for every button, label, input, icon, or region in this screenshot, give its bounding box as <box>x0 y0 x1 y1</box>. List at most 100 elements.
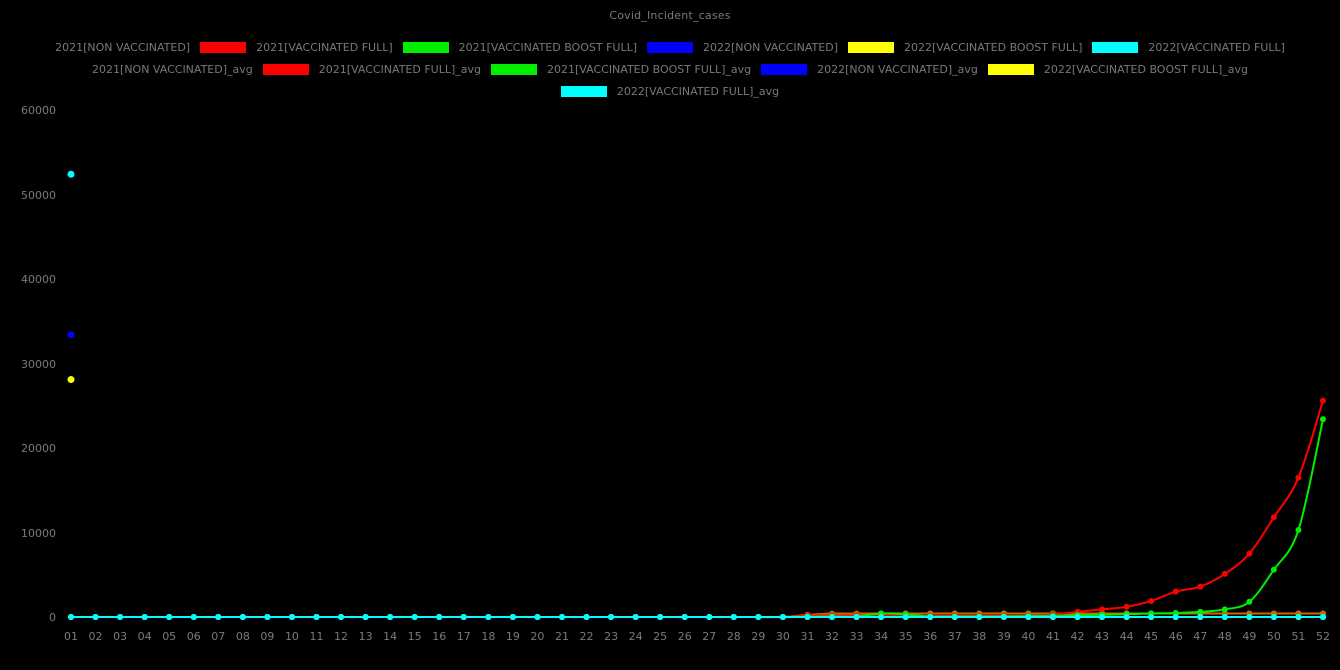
series-marker <box>68 614 74 620</box>
series-marker <box>1123 614 1130 620</box>
x-axis-tick-label: 50 <box>1266 630 1281 643</box>
data-series <box>68 610 1326 620</box>
legend-item-label: 2021[VACCINATED FULL]_avg <box>318 62 482 76</box>
x-axis-tick-label: 32 <box>825 630 840 643</box>
x-axis-tick-label: 41 <box>1045 630 1060 643</box>
series-marker <box>706 614 713 620</box>
y-axis-tick-label: 10000 <box>21 526 56 540</box>
legend-item[interactable]: 2021[VACCINATED FULL] <box>256 40 459 54</box>
series-marker <box>1246 614 1253 620</box>
series-marker <box>387 614 394 620</box>
series-marker <box>1099 614 1106 620</box>
y-axis-tick-label: 60000 <box>21 104 56 117</box>
series-line <box>70 418 1324 619</box>
series-marker <box>853 614 860 620</box>
series-marker <box>1221 606 1228 613</box>
x-axis-tick-label: 26 <box>677 630 692 643</box>
series-marker <box>681 614 688 620</box>
legend-color-swatch <box>647 41 693 53</box>
x-axis-tick-label: 05 <box>162 630 177 643</box>
data-series <box>68 610 1326 620</box>
series-marker <box>755 614 762 620</box>
x-axis-tick-label: 48 <box>1217 630 1232 643</box>
x-axis-tick-label: 33 <box>849 630 864 643</box>
x-axis-tick-label: 35 <box>898 630 913 643</box>
y-axis-tick-label: 40000 <box>21 273 56 286</box>
legend-row: 2021[NON VACCINATED]_avg 2021[VACCINATED … <box>0 58 1340 80</box>
x-axis-tick-label: 36 <box>923 630 938 643</box>
series-marker <box>1148 597 1155 604</box>
x-axis-tick-label: 27 <box>702 630 717 643</box>
x-axis-tick-label: 39 <box>996 630 1011 643</box>
x-axis-tick-label: 28 <box>726 630 741 643</box>
series-marker <box>632 614 639 620</box>
series-marker <box>1246 550 1253 557</box>
series-marker <box>166 614 173 620</box>
chart-legend: 2021[NON VACCINATED] 2021[VACCINATED FULL… <box>0 36 1340 102</box>
x-axis-tick-label: 18 <box>481 630 496 643</box>
legend-item[interactable]: 2021[NON VACCINATED]_avg <box>92 63 319 75</box>
legend-color-swatch <box>761 63 808 75</box>
legend-item[interactable]: 2021[VACCINATED BOOST FULL]_avg <box>547 63 817 75</box>
x-axis-tick-label: 09 <box>260 630 275 643</box>
series-marker <box>117 614 124 620</box>
legend-item[interactable]: 2021[NON VACCINATED] <box>55 40 256 54</box>
series-marker <box>1320 397 1326 404</box>
series-marker <box>1270 614 1277 620</box>
x-axis-tick-label: 13 <box>358 630 373 643</box>
x-axis-tick-label: 01 <box>64 630 78 643</box>
series-marker <box>1000 614 1007 620</box>
x-axis-tick-label: 45 <box>1144 630 1159 643</box>
series-marker <box>902 614 909 620</box>
legend-item[interactable]: 2021[VACCINATED FULL]_avg <box>318 62 547 76</box>
x-axis-tick-label: 08 <box>235 630 250 643</box>
legend-color-swatch <box>491 63 538 75</box>
series-marker <box>190 614 197 620</box>
legend-item[interactable]: 2021[VACCINATED BOOST FULL] <box>459 41 703 53</box>
x-axis-tick-label: 19 <box>505 630 520 643</box>
x-axis-tick-label: 04 <box>137 630 152 643</box>
x-axis-tick-label: 10 <box>284 630 299 643</box>
legend-item[interactable]: 2022[VACCINATED BOOST FULL]_avg <box>1044 64 1248 75</box>
series-marker <box>1025 614 1032 620</box>
legend-color-swatch <box>848 41 894 53</box>
legend-item[interactable]: 2022[VACCINATED BOOST FULL] <box>904 40 1148 54</box>
series-marker <box>411 614 418 620</box>
legend-item-label: 2022[VACCINATED BOOST FULL] <box>904 40 1083 54</box>
series-marker <box>1320 614 1326 620</box>
series-marker <box>730 614 737 620</box>
x-axis-tick-label: 52 <box>1316 630 1330 643</box>
legend-row: 2021[NON VACCINATED] 2021[VACCINATED FULL… <box>0 36 1340 58</box>
legend-item-label: 2021[NON VACCINATED] <box>55 40 191 54</box>
legend-item[interactable]: 2022[NON VACCINATED]_avg <box>817 63 1044 75</box>
series-line <box>70 399 1324 619</box>
x-axis-tick-label: 23 <box>604 630 619 643</box>
series-marker <box>1172 588 1179 595</box>
series-marker <box>1172 614 1179 620</box>
series-marker <box>239 614 246 620</box>
y-axis-tick-label: 0 <box>49 611 56 624</box>
legend-item[interactable]: 2022[NON VACCINATED] <box>703 41 904 53</box>
outlier-marker <box>67 170 75 178</box>
series-marker <box>1320 416 1326 423</box>
series-marker <box>657 614 664 620</box>
series-marker <box>288 614 295 620</box>
series-marker <box>436 614 443 620</box>
series-marker <box>608 614 615 620</box>
data-series <box>68 397 1326 620</box>
series-marker <box>1197 608 1204 615</box>
x-axis-tick-label: 51 <box>1291 630 1306 643</box>
x-axis-tick-label: 20 <box>530 630 545 643</box>
x-axis-tick-label: 17 <box>456 630 471 643</box>
legend-item[interactable]: 2022[VACCINATED FULL]_avg <box>560 85 779 97</box>
series-marker <box>583 614 590 620</box>
series-marker <box>1221 614 1228 620</box>
legend-item-label: 2021[VACCINATED FULL] <box>256 40 393 54</box>
y-axis-tick-label: 50000 <box>21 188 56 202</box>
x-axis-tick-label: 15 <box>407 630 422 643</box>
legend-item[interactable]: 2022[VACCINATED FULL] <box>1148 42 1285 53</box>
outlier-marker <box>67 376 75 384</box>
series-marker <box>141 614 148 620</box>
legend-item-label: 2022[VACCINATED FULL] <box>1148 40 1285 54</box>
